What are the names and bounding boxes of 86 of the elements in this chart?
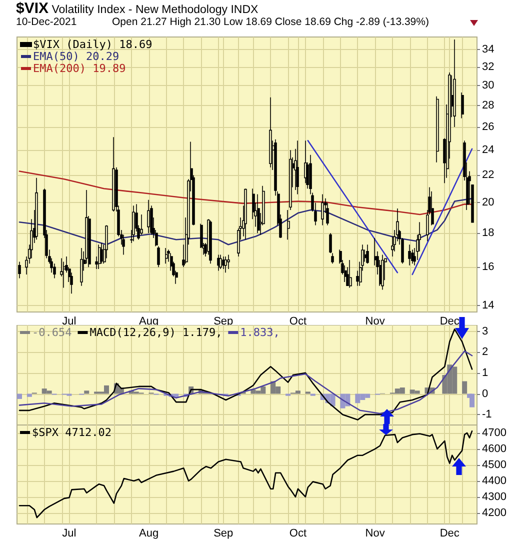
chart-title: $VIX bbox=[16, 0, 49, 17]
candlestick bbox=[326, 202, 329, 226]
candlestick bbox=[366, 244, 369, 264]
candlestick bbox=[461, 92, 464, 119]
candlestick bbox=[209, 220, 212, 264]
candlestick bbox=[222, 256, 225, 270]
legend-label: $VIX (Daily) 18.69 bbox=[33, 38, 152, 51]
y-tick-label: 24 bbox=[482, 144, 494, 156]
candlestick bbox=[217, 254, 220, 272]
text: 10-Dec-2021 bbox=[16, 16, 77, 28]
candlestick bbox=[80, 248, 83, 286]
candlestick bbox=[257, 194, 260, 234]
bar bbox=[26, 394, 32, 397]
y-tick-label: 26 bbox=[482, 120, 494, 133]
x-tick-label: Sep bbox=[214, 528, 234, 540]
y-tick-label: 30 bbox=[482, 80, 494, 92]
candlestick bbox=[329, 232, 332, 254]
x-tick-label: Sep bbox=[214, 316, 234, 328]
candlestick bbox=[98, 244, 101, 270]
candlestick bbox=[227, 254, 230, 270]
candlestick bbox=[219, 254, 222, 270]
legend-label: -0.654 bbox=[32, 326, 72, 339]
x-tick-label: Nov bbox=[365, 528, 386, 540]
y-tick-label: 0 bbox=[482, 388, 488, 400]
y-tick-label: 22 bbox=[482, 169, 494, 182]
y-tick-label: 4300 bbox=[482, 490, 506, 503]
bar bbox=[84, 390, 90, 394]
candlestick bbox=[349, 260, 352, 288]
x-tick-label: Dec bbox=[440, 316, 460, 328]
y-tick-label: 16 bbox=[482, 261, 494, 274]
candlestick bbox=[147, 199, 150, 234]
text: Open 21.27 High 21.30 Low 18.69 Close 18.69 Chg -2.89 (-13.39%) bbox=[112, 16, 429, 28]
candlestick bbox=[157, 246, 160, 268]
y-tick-label: 4400 bbox=[482, 474, 506, 487]
candlestick bbox=[269, 97, 272, 168]
candlestick bbox=[431, 191, 434, 226]
candlestick bbox=[140, 214, 143, 236]
bar bbox=[462, 381, 468, 394]
y-tick-label: 14 bbox=[482, 300, 494, 312]
candlestick bbox=[321, 194, 324, 226]
line-series bbox=[18, 170, 473, 216]
y-tick-label: 3 bbox=[482, 325, 488, 338]
chart-subtitle: Volatility Index - New Methodology INDX bbox=[50, 4, 258, 16]
y-tick-label: 1 bbox=[482, 366, 488, 379]
candlestick bbox=[244, 188, 247, 240]
candlestick bbox=[381, 254, 384, 290]
candlestick bbox=[453, 39, 456, 128]
x-tick-label: Oct bbox=[289, 316, 307, 328]
legend-label: MACD(12,26,9) 1.179, bbox=[90, 326, 222, 339]
x-tick-label: Jul bbox=[62, 316, 76, 328]
y-tick-label: 18 bbox=[482, 227, 494, 240]
x-tick-label: Nov bbox=[365, 316, 386, 328]
y-tick-label: 20 bbox=[482, 196, 494, 209]
candlestick bbox=[436, 96, 439, 163]
bar bbox=[16, 394, 22, 399]
candlestick bbox=[112, 136, 115, 212]
y-tick-label: 4700 bbox=[482, 426, 506, 439]
legend-label: $SPX 4712.02 bbox=[32, 426, 112, 439]
line-series bbox=[18, 198, 473, 246]
x-tick-label: Dec bbox=[440, 528, 460, 540]
candlestick bbox=[18, 261, 21, 279]
candlestick bbox=[331, 252, 334, 264]
y-tick-label: 4200 bbox=[482, 506, 506, 519]
candlestick bbox=[132, 205, 135, 242]
y-tick-label: 28 bbox=[482, 100, 494, 112]
candlestick bbox=[408, 244, 411, 266]
x-tick-label: Jul bbox=[62, 528, 76, 540]
x-tick-label: Oct bbox=[289, 528, 307, 540]
y-tick-label: 4600 bbox=[482, 442, 506, 455]
y-tick-label: 34 bbox=[482, 43, 494, 56]
legend-label: EMA(200) 19.89 bbox=[33, 62, 126, 75]
legend-label: 1.833, bbox=[240, 326, 280, 339]
legend-label: EMA(50) 20.29 bbox=[33, 50, 120, 63]
candlestick bbox=[296, 140, 299, 195]
candlestick bbox=[289, 150, 292, 210]
candlestick bbox=[122, 234, 125, 256]
y-tick-label: -1 bbox=[482, 408, 492, 421]
candlestick bbox=[165, 248, 168, 264]
bar bbox=[470, 394, 475, 408]
candlestick bbox=[224, 256, 227, 274]
candlestick bbox=[287, 210, 290, 240]
x-tick-label: Aug bbox=[138, 528, 159, 540]
y-tick-label: 4500 bbox=[482, 458, 506, 471]
y-tick-label: 32 bbox=[482, 60, 494, 73]
candlestick bbox=[35, 177, 38, 240]
y-tick-label: 2 bbox=[482, 346, 488, 358]
